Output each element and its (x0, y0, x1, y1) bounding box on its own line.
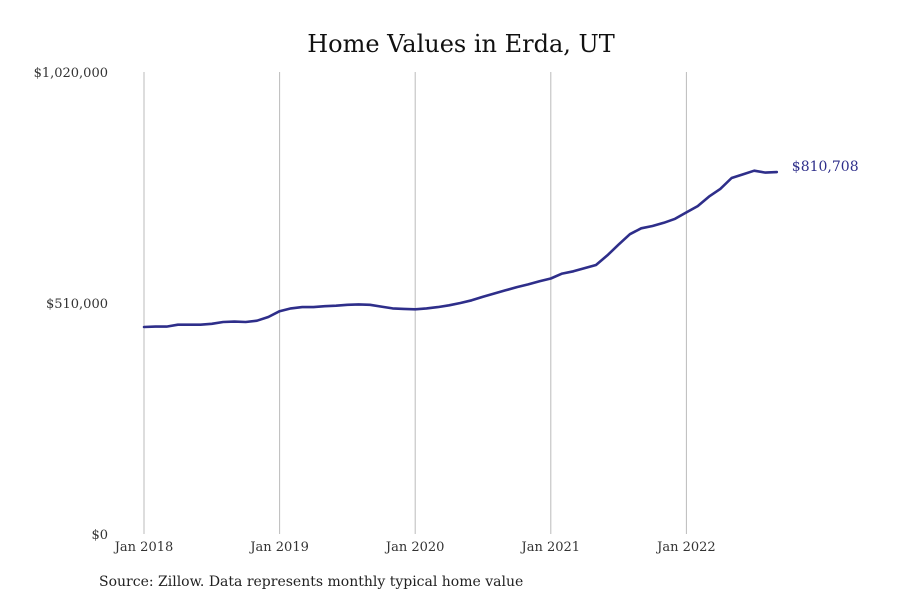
x-tick-label: Jan 2022 (655, 540, 716, 555)
y-tick-labels: $0 $510,000 $1,020,000 (34, 66, 108, 543)
x-tick-label: Jan 2019 (248, 540, 309, 555)
x-tick-label: Jan 2020 (384, 540, 445, 555)
end-value-label: $810,708 (792, 159, 859, 175)
source-note: Source: Zillow. Data represents monthly … (99, 574, 523, 590)
y-tick-label: $510,000 (46, 297, 108, 312)
x-gridlines (143, 72, 687, 534)
x-tick-labels: Jan 2018 Jan 2019 Jan 2020 Jan 2021 Jan 2022 (113, 540, 716, 555)
series-line-0 (142, 169, 779, 329)
y-tick-label: $1,020,000 (34, 66, 108, 81)
series-layer (142, 169, 779, 329)
chart-title: Home Values in Erda, UT (307, 30, 615, 58)
y-tick-label: $0 (91, 528, 108, 543)
x-tick-label: Jan 2018 (113, 540, 174, 555)
x-tick-label: Jan 2021 (520, 540, 581, 555)
